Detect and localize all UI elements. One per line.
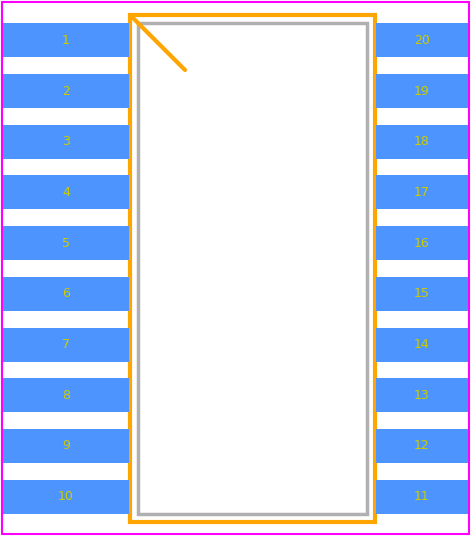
Bar <box>3 226 129 260</box>
Bar <box>3 74 129 108</box>
Text: 2: 2 <box>62 85 70 98</box>
Text: 17: 17 <box>414 186 430 199</box>
Bar <box>3 24 129 57</box>
Bar <box>130 15 375 522</box>
Bar <box>3 277 129 311</box>
Bar <box>376 125 468 159</box>
Text: 3: 3 <box>62 135 70 148</box>
Text: 6: 6 <box>62 287 70 300</box>
Bar <box>3 378 129 412</box>
Bar <box>376 429 468 463</box>
Text: 4: 4 <box>62 186 70 199</box>
Text: 13: 13 <box>414 389 430 402</box>
Text: 20: 20 <box>414 34 430 47</box>
Text: 1: 1 <box>62 34 70 47</box>
Bar <box>3 327 129 362</box>
Bar <box>3 175 129 210</box>
Bar <box>376 480 468 513</box>
Text: 8: 8 <box>62 389 70 402</box>
Text: 7: 7 <box>62 338 70 351</box>
Bar <box>3 125 129 159</box>
Text: 19: 19 <box>414 85 430 98</box>
Bar <box>376 175 468 210</box>
Bar <box>376 277 468 311</box>
Text: 11: 11 <box>414 490 430 503</box>
Text: 10: 10 <box>58 490 74 503</box>
Text: 9: 9 <box>62 440 70 452</box>
Text: 16: 16 <box>414 237 430 250</box>
Bar <box>376 74 468 108</box>
Bar <box>3 480 129 513</box>
Text: 12: 12 <box>414 440 430 452</box>
Bar <box>138 23 367 514</box>
Bar <box>3 429 129 463</box>
Bar <box>376 226 468 260</box>
Text: 14: 14 <box>414 338 430 351</box>
Text: 5: 5 <box>62 237 70 250</box>
Bar <box>376 378 468 412</box>
Bar <box>376 327 468 362</box>
Bar <box>376 24 468 57</box>
Text: 18: 18 <box>414 135 430 148</box>
Text: 15: 15 <box>414 287 430 300</box>
